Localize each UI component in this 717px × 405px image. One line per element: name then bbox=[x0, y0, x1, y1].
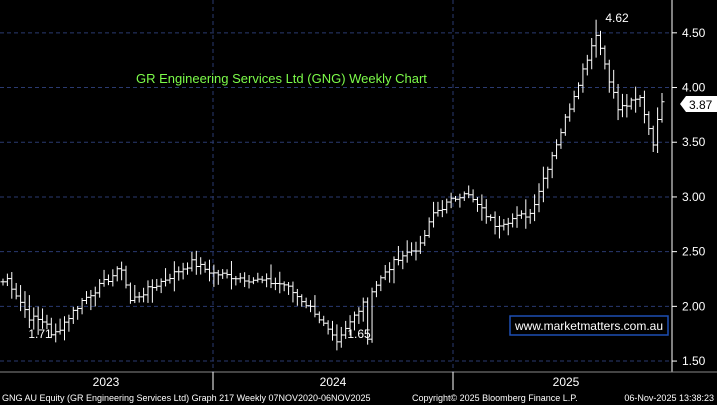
y-tick-label: 3.00 bbox=[682, 190, 706, 204]
annotation-low-2024: 1.65 bbox=[347, 327, 371, 341]
last-price-value: 3.87 bbox=[689, 98, 713, 112]
y-tick-label: 1.50 bbox=[682, 354, 706, 368]
chart-title: GR Engineering Services Ltd (GNG) Weekly… bbox=[136, 71, 427, 86]
last-price-label: 3.87 bbox=[680, 96, 717, 112]
last-price-box bbox=[680, 96, 717, 112]
x-tick-label: 2025 bbox=[553, 375, 580, 389]
x-axis: 2023 2024 2025 bbox=[0, 371, 717, 390]
footer: GNG AU Equity (GR Engineering Services L… bbox=[2, 393, 714, 403]
price-bar bbox=[659, 93, 665, 123]
watermark-box bbox=[509, 315, 669, 336]
footer-timestamp: 06-Nov-2025 13:38:23 bbox=[624, 393, 714, 403]
y-tick-label: 2.50 bbox=[682, 245, 706, 259]
annotation-low-2023: 1.71 bbox=[28, 327, 52, 341]
x-tick-label: 2024 bbox=[320, 375, 347, 389]
annotation-high: 4.62 bbox=[605, 11, 629, 25]
watermark-text: www.marketmatters.com.au bbox=[514, 319, 663, 333]
y-tick-label: 2.00 bbox=[682, 299, 706, 313]
footer-copyright: Copyright© 2025 Bloomberg Finance L.P. bbox=[412, 393, 578, 403]
y-tick-label: 4.00 bbox=[682, 81, 706, 95]
x-tick-label: 2023 bbox=[93, 375, 120, 389]
y-tick-label: 3.50 bbox=[682, 135, 706, 149]
watermark: www.marketmatters.com.au bbox=[509, 315, 669, 336]
y-axis-ticks: 1.50 2.00 2.50 3.00 3.50 4.00 4.50 bbox=[671, 0, 706, 372]
grid-lines bbox=[0, 0, 672, 372]
footer-left: GNG AU Equity (GR Engineering Services L… bbox=[2, 393, 371, 403]
price-bars bbox=[0, 19, 665, 351]
y-tick-label: 4.50 bbox=[682, 26, 706, 40]
